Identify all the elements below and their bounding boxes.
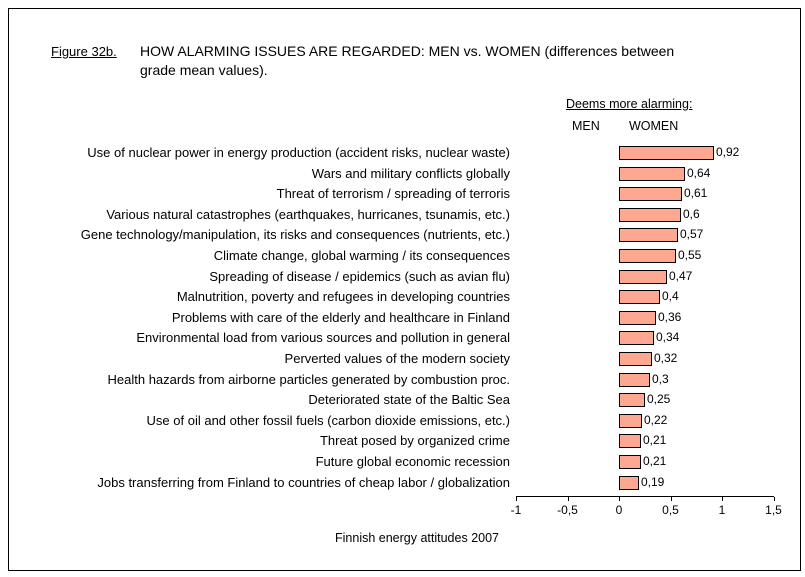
category-label: Climate change, global warming / its con… xyxy=(213,248,510,263)
axis-tick-label: 1 xyxy=(718,503,726,517)
value-label: 0,25 xyxy=(647,392,671,407)
bar xyxy=(619,146,714,160)
women-column-label: WOMEN xyxy=(629,119,679,133)
value-label: 0,34 xyxy=(656,330,680,345)
axis-tick xyxy=(516,497,517,501)
category-label: Gene technology/manipulation, its risks … xyxy=(80,227,510,243)
value-label: 0,19 xyxy=(641,474,665,489)
value-label: 0,92 xyxy=(716,145,740,159)
bar xyxy=(619,249,676,263)
value-label: 0,32 xyxy=(654,351,678,365)
axis-tick xyxy=(773,497,775,501)
value-label: 0,57 xyxy=(680,227,704,242)
value-label: 0,4 xyxy=(662,289,679,304)
axis-tick-label: 0 xyxy=(615,503,623,517)
bar xyxy=(619,331,654,346)
axis-tick-label: 1,5 xyxy=(765,503,782,517)
category-label: Use of oil and other fossil fuels (carbo… xyxy=(146,412,510,428)
category-label: Threat posed by organized crime xyxy=(319,433,510,449)
bar xyxy=(619,455,641,469)
bar xyxy=(619,207,681,222)
axis-tick-label: -0,5 xyxy=(557,503,578,517)
category-label: Health hazards from airborne particles g… xyxy=(107,371,511,387)
value-label: 0,21 xyxy=(643,454,667,468)
bar xyxy=(619,187,682,202)
axis-tick xyxy=(567,497,569,501)
figure-title-line2: grade mean values). xyxy=(140,62,268,78)
figure-title: HOW ALARMING ISSUES ARE REGARDED: MEN vs… xyxy=(140,42,674,80)
bar xyxy=(619,393,645,408)
value-label: 0,64 xyxy=(687,165,711,180)
category-label: Environmental load from various sources … xyxy=(136,330,510,346)
value-label: 0,3 xyxy=(652,371,669,386)
category-label: Jobs transferring from Finland to countr… xyxy=(97,474,510,490)
category-label: Spreading of disease / epidemics (such a… xyxy=(209,268,510,284)
bar xyxy=(619,228,678,243)
value-label: 0,6 xyxy=(683,206,700,221)
men-column-label: MEN xyxy=(572,119,600,133)
bar xyxy=(619,413,642,428)
footer-caption: Finnish energy attitudes 2007 xyxy=(335,531,499,545)
bar xyxy=(619,434,641,449)
value-label: 0,21 xyxy=(643,433,667,448)
value-label: 0,22 xyxy=(644,412,668,427)
bar xyxy=(619,166,685,181)
bar xyxy=(619,310,656,325)
bar xyxy=(619,352,652,366)
category-label: Malnutrition, poverty and refugees in de… xyxy=(176,289,510,305)
figure-label: Figure 32b. xyxy=(51,44,117,59)
x-axis-line xyxy=(516,496,774,497)
category-label: Threat of terrorism / spreading of terro… xyxy=(276,186,510,202)
category-label: Perverted values of the modern society xyxy=(284,351,510,366)
deems-more-alarming-header: Deems more alarming: xyxy=(566,97,693,111)
value-label: 0,55 xyxy=(678,248,702,262)
category-label: Use of nuclear power in energy productio… xyxy=(87,145,510,160)
value-label: 0,61 xyxy=(684,186,708,201)
bar xyxy=(619,290,660,305)
category-label: Wars and military conflicts globally xyxy=(311,165,510,181)
axis-tick xyxy=(670,497,672,501)
figure-title-line1: HOW ALARMING ISSUES ARE REGARDED: MEN vs… xyxy=(140,43,675,59)
value-label: 0,36 xyxy=(658,309,682,324)
value-label: 0,47 xyxy=(669,268,693,283)
axis-tick-label: 0,5 xyxy=(662,503,679,517)
figure-frame xyxy=(8,8,801,571)
category-label: Future global economic recession xyxy=(315,454,510,469)
bar xyxy=(619,475,639,490)
axis-tick-label: -1 xyxy=(510,503,522,517)
bar xyxy=(619,269,667,284)
axis-tick xyxy=(619,497,620,501)
axis-tick xyxy=(722,497,723,501)
category-label: Various natural catastrophes (earthquake… xyxy=(106,206,510,222)
bar xyxy=(619,372,650,387)
category-label: Deteriorated state of the Baltic Sea xyxy=(308,392,510,408)
category-label: Problems with care of the elderly and he… xyxy=(171,309,510,325)
